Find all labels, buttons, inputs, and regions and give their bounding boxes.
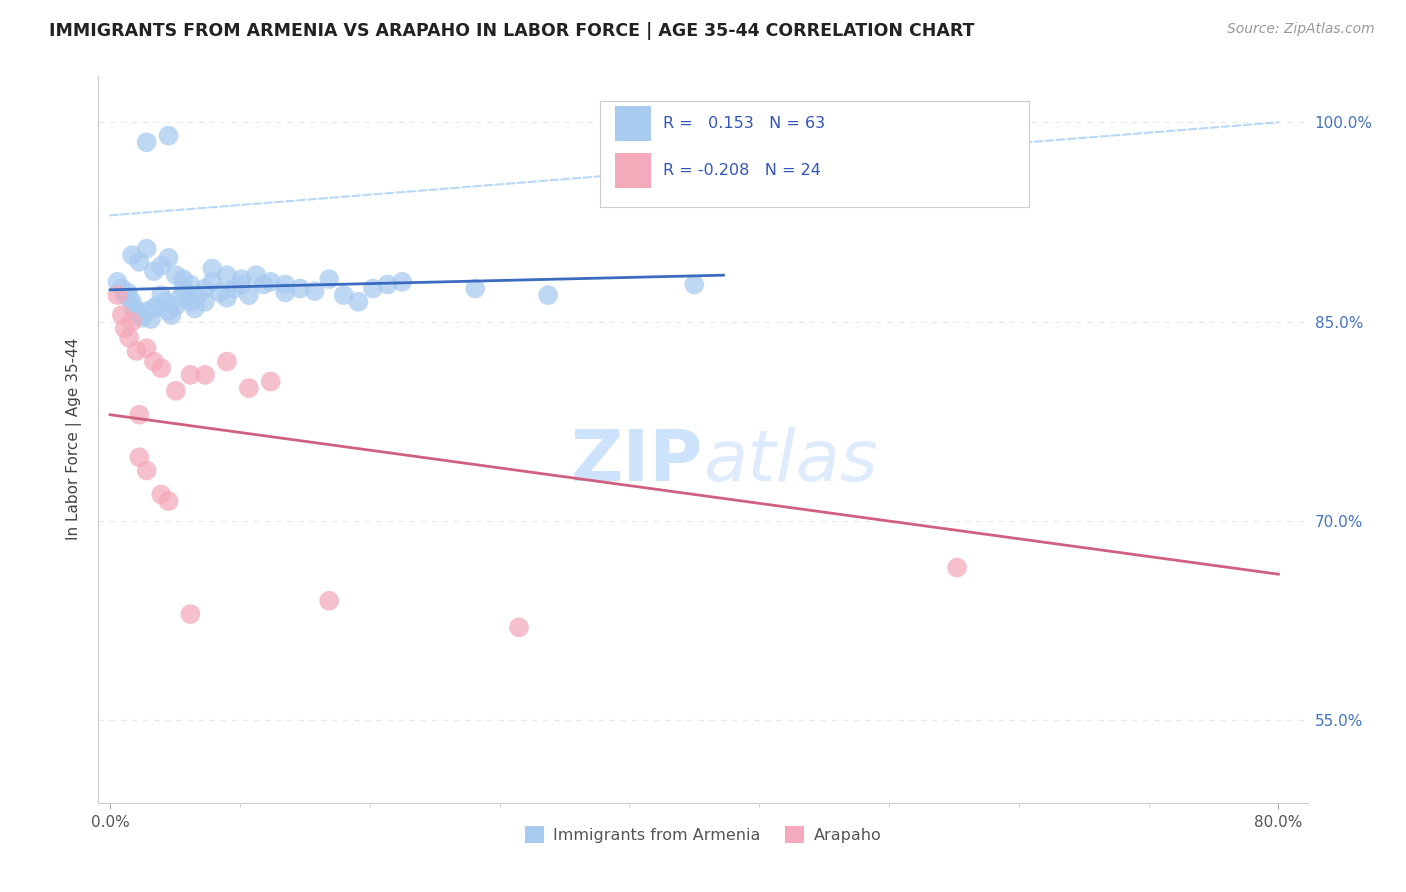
Point xyxy=(224,281,246,295)
Point xyxy=(194,368,217,382)
Point xyxy=(172,272,194,286)
Point xyxy=(201,275,224,289)
Point xyxy=(135,464,157,478)
Point xyxy=(274,277,297,292)
Point xyxy=(238,381,260,395)
Point xyxy=(172,281,194,295)
Point xyxy=(304,284,326,298)
FancyBboxPatch shape xyxy=(614,153,651,188)
Point xyxy=(118,291,141,305)
Point xyxy=(165,384,187,398)
Point xyxy=(135,135,157,149)
Point xyxy=(332,288,354,302)
Point xyxy=(231,277,253,292)
Point xyxy=(157,494,180,508)
Point xyxy=(288,281,311,295)
Text: atlas: atlas xyxy=(703,426,877,496)
Point xyxy=(125,304,148,318)
Point xyxy=(150,361,173,376)
Point xyxy=(128,450,150,465)
Point xyxy=(121,294,143,309)
Point xyxy=(165,299,187,313)
Point xyxy=(274,285,297,300)
Point xyxy=(128,255,150,269)
Point xyxy=(179,607,201,621)
Y-axis label: In Labor Force | Age 35-44: In Labor Force | Age 35-44 xyxy=(66,338,83,541)
Point xyxy=(131,310,153,325)
Point xyxy=(179,368,201,382)
Point xyxy=(125,343,148,358)
Point xyxy=(208,285,231,300)
Point xyxy=(111,308,134,322)
Point xyxy=(231,272,253,286)
Legend: Immigrants from Armenia, Arapaho: Immigrants from Armenia, Arapaho xyxy=(519,820,887,849)
Point xyxy=(150,288,173,302)
Point xyxy=(114,321,136,335)
Point xyxy=(174,288,197,302)
Point xyxy=(135,304,157,318)
Point xyxy=(318,594,340,608)
Point xyxy=(150,259,173,273)
Point xyxy=(128,408,150,422)
Point xyxy=(179,277,201,292)
FancyBboxPatch shape xyxy=(614,105,651,141)
Point xyxy=(157,304,180,318)
Point xyxy=(135,242,157,256)
Point xyxy=(347,294,370,309)
Text: R =   0.153   N = 63: R = 0.153 N = 63 xyxy=(664,116,825,130)
Point xyxy=(194,281,217,295)
Text: R = -0.208   N = 24: R = -0.208 N = 24 xyxy=(664,163,821,178)
Point xyxy=(160,308,183,322)
Point xyxy=(215,268,238,282)
Point xyxy=(107,275,129,289)
Point xyxy=(464,281,486,295)
Point xyxy=(215,291,238,305)
Point xyxy=(201,261,224,276)
Point xyxy=(194,294,217,309)
Point xyxy=(146,299,169,313)
Point xyxy=(111,281,134,295)
Point xyxy=(142,264,165,278)
Text: IMMIGRANTS FROM ARMENIA VS ARAPAHO IN LABOR FORCE | AGE 35-44 CORRELATION CHART: IMMIGRANTS FROM ARMENIA VS ARAPAHO IN LA… xyxy=(49,22,974,40)
Point xyxy=(157,251,180,265)
Point xyxy=(318,272,340,286)
Point xyxy=(391,275,413,289)
Point xyxy=(508,620,530,634)
FancyBboxPatch shape xyxy=(600,102,1029,207)
Point xyxy=(215,354,238,368)
Point xyxy=(252,277,274,292)
Point xyxy=(121,315,143,329)
Point xyxy=(155,294,177,309)
Point xyxy=(157,128,180,143)
Point xyxy=(142,301,165,316)
Point xyxy=(260,375,283,389)
Text: Source: ZipAtlas.com: Source: ZipAtlas.com xyxy=(1227,22,1375,37)
Point xyxy=(139,312,162,326)
Point xyxy=(184,301,207,316)
Point xyxy=(187,288,209,302)
Point xyxy=(165,268,187,282)
Text: ZIP: ZIP xyxy=(571,426,703,496)
Point xyxy=(361,281,384,295)
Point xyxy=(946,560,969,574)
Point xyxy=(122,301,145,316)
Point xyxy=(537,288,560,302)
Point xyxy=(142,354,165,368)
Point xyxy=(117,285,139,300)
Point xyxy=(169,291,191,305)
Point xyxy=(135,341,157,355)
Point xyxy=(118,331,141,345)
Point xyxy=(114,288,136,302)
Point xyxy=(121,248,143,262)
Point xyxy=(683,277,706,292)
Point xyxy=(377,277,399,292)
Point xyxy=(107,288,129,302)
Point xyxy=(128,308,150,322)
Point xyxy=(260,275,283,289)
Point xyxy=(245,268,267,282)
Point xyxy=(179,294,201,309)
Point xyxy=(150,487,173,501)
Point xyxy=(238,288,260,302)
